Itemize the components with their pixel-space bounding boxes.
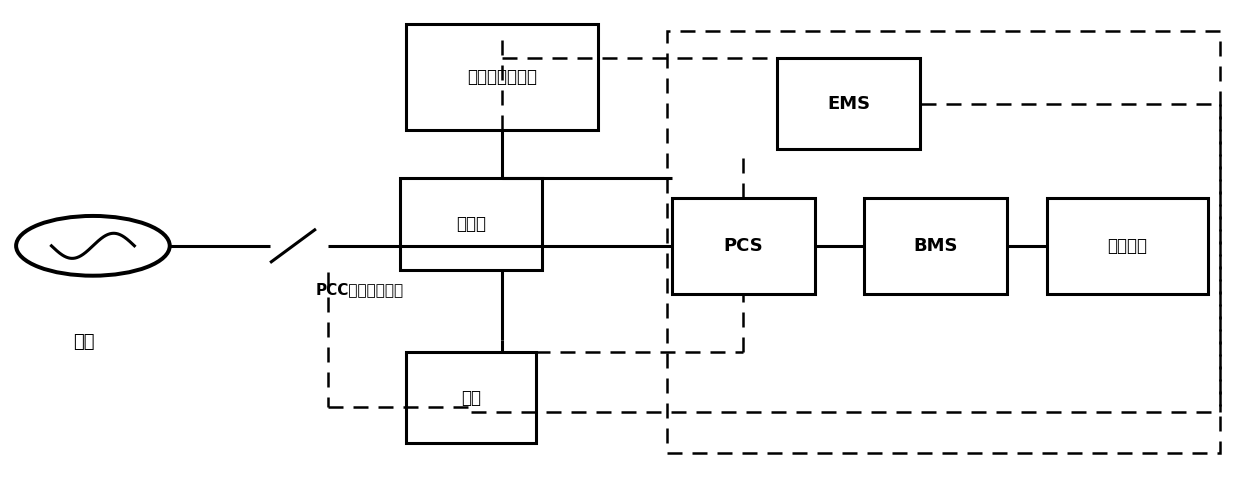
Bar (1047, 198, 1208, 294)
Bar (667, 31, 1220, 453)
Text: 负载: 负载 (461, 388, 481, 407)
Text: 电网: 电网 (73, 333, 95, 351)
Text: EMS: EMS (828, 94, 870, 113)
Text: PCC（快速开关）: PCC（快速开关） (316, 282, 404, 297)
Bar (672, 198, 815, 294)
Bar (406, 352, 536, 443)
Text: 逆变器: 逆变器 (456, 215, 486, 233)
Text: 分布式发电系统: 分布式发电系统 (467, 68, 536, 86)
Bar (778, 58, 919, 149)
Bar (865, 198, 1006, 294)
Bar (399, 178, 543, 270)
Bar (406, 24, 598, 130)
Text: BMS: BMS (913, 237, 958, 255)
Text: 电池组件: 电池组件 (1108, 237, 1147, 255)
Text: PCS: PCS (724, 237, 763, 255)
